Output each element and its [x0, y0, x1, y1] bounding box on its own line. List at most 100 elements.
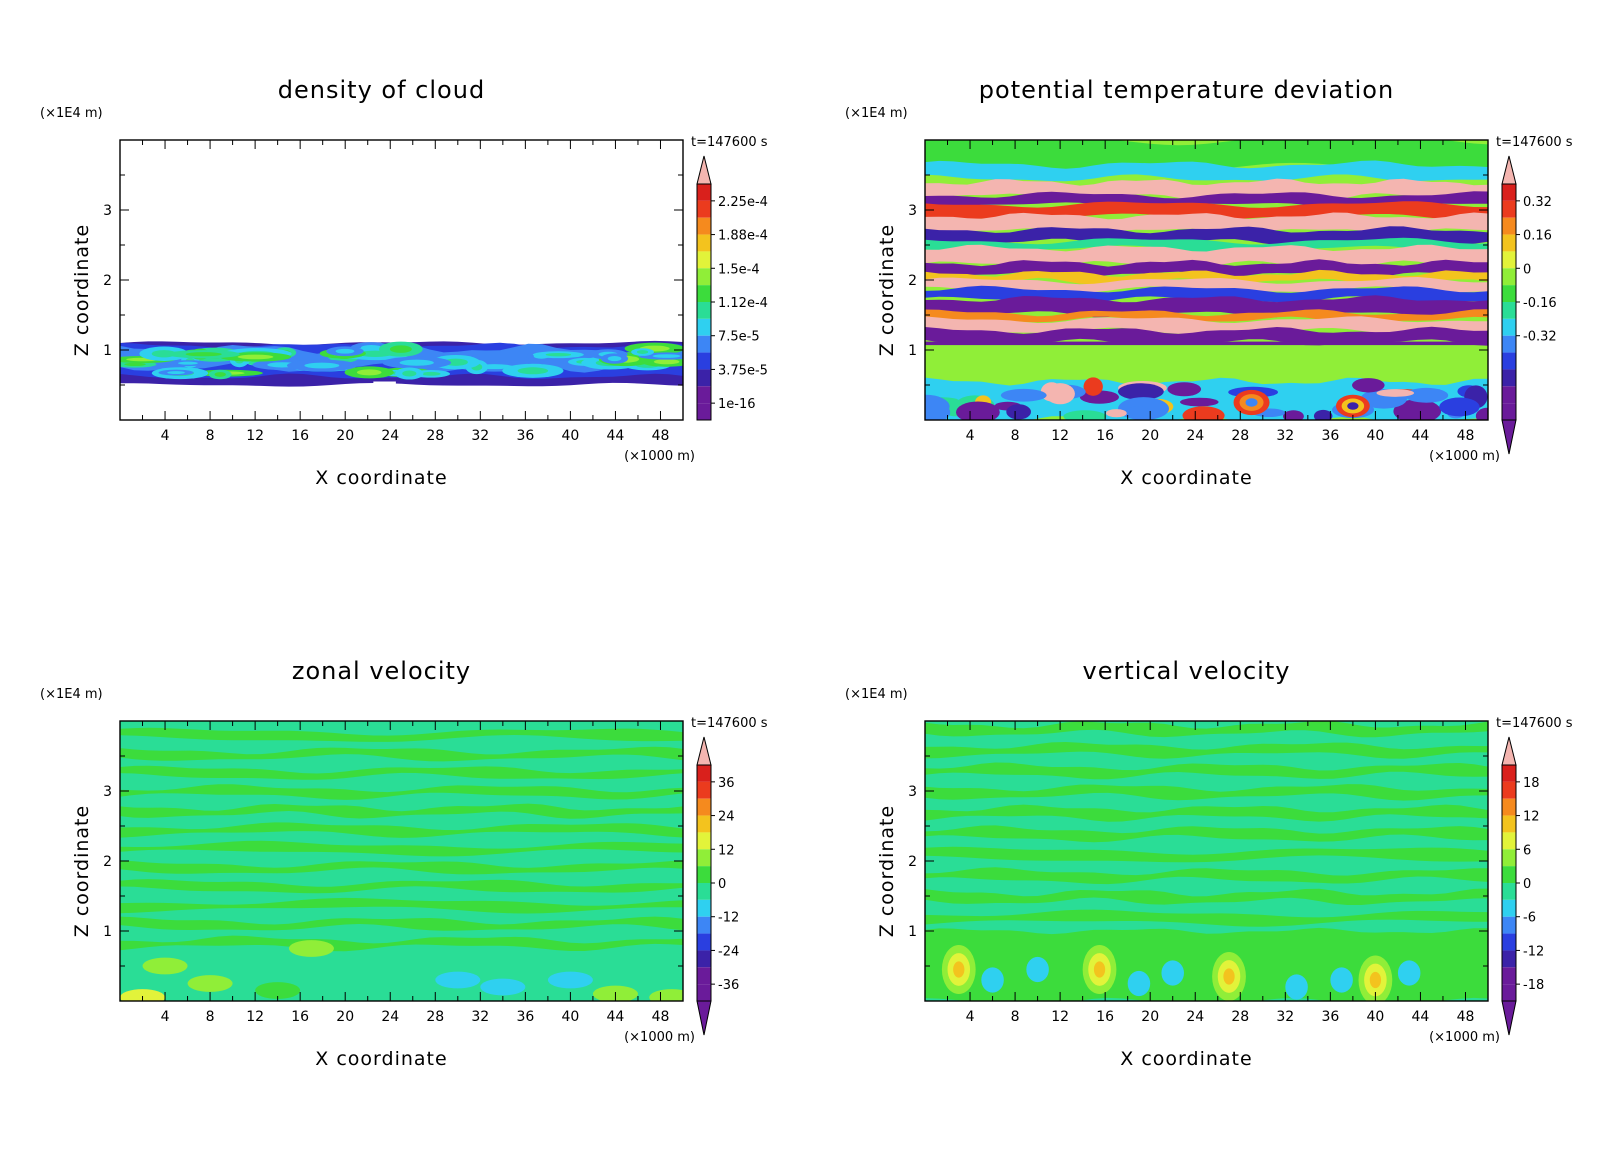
theta-eddy: [956, 401, 1000, 420]
colorbar-extend-min: [1501, 1000, 1517, 1036]
theta-eddy: [1063, 410, 1107, 420]
x-tick-label: 36: [516, 1009, 534, 1025]
colorbar-extend-max: [1501, 736, 1517, 766]
x-unit-label: (×1000 m): [1429, 449, 1500, 464]
zonal-cell: [187, 975, 233, 992]
downdraft-cell: [1397, 960, 1421, 986]
theta-eddy: [1313, 409, 1333, 420]
vertical-band: [925, 846, 1488, 863]
theta-eddy: [1393, 399, 1442, 420]
theta-layer: [925, 237, 1488, 253]
downdraft-cell: [1330, 967, 1353, 993]
chart-panel-3: zonal velocity(×1E4 m)t=147600 s4 8 12 16 20…: [40, 657, 768, 1070]
x-unit-label: (×1000 m): [624, 1030, 695, 1045]
colorbar-label: 1e-16: [718, 397, 756, 412]
colorbar: 36 24 12 0 -12 -24 -36: [696, 736, 739, 1036]
contour-field: [925, 140, 1488, 420]
x-tick-label: 28: [1231, 1009, 1249, 1025]
chart-title: vertical velocity: [1083, 657, 1291, 685]
x-tick-label: 8: [206, 428, 215, 444]
theta-inversion: [925, 341, 1488, 346]
colorbar-swatch: [1502, 335, 1516, 353]
colorbar-swatch: [697, 984, 711, 1001]
timestamp: t=147600 s: [1496, 716, 1573, 731]
x-tick-label: 32: [1276, 428, 1294, 444]
colorbar-swatch: [697, 335, 711, 353]
x-tick-label: 12: [246, 1009, 264, 1025]
y-tick-label: 1: [103, 343, 112, 359]
vertical-band: [925, 742, 1488, 759]
x-tick-label: 16: [1096, 1009, 1114, 1025]
colorbar-swatch: [1502, 234, 1516, 252]
colorbar-swatch: [1502, 285, 1516, 302]
colorbar-label: 12: [718, 843, 735, 858]
x-tick-label: 16: [291, 1009, 309, 1025]
colorbar-swatch: [1502, 184, 1516, 201]
colorbar-swatch: [697, 318, 711, 336]
y-tick-label: 1: [908, 343, 917, 359]
y-unit-label: (×1E4 m): [40, 106, 103, 121]
colorbar-swatch: [1502, 883, 1516, 900]
x-tick-label: 4: [161, 428, 170, 444]
x-axis-label: X coordinate: [315, 467, 447, 489]
theta-eddy: [1083, 377, 1103, 396]
colorbar-label: -36: [718, 978, 739, 993]
theta-eddy: [1376, 389, 1415, 397]
colorbar-swatch: [1502, 798, 1516, 816]
x-tick-label: 24: [1186, 428, 1204, 444]
theta-eddy: [1347, 402, 1359, 410]
colorbar-swatch: [697, 403, 711, 420]
colorbar-label: 0.32: [1523, 195, 1552, 210]
cloud-cell: [545, 352, 572, 357]
x-tick-label: 32: [471, 428, 489, 444]
colorbar-swatch: [1502, 967, 1516, 985]
x-tick-label: 4: [966, 428, 975, 444]
colorbar: 0.32 0.16 0 -0.16 -0.32: [1501, 155, 1557, 455]
timestamp: t=147600 s: [691, 716, 768, 731]
x-tick-label: 4: [161, 1009, 170, 1025]
x-tick-label: 8: [206, 1009, 215, 1025]
downdraft-cell: [981, 967, 1004, 993]
cloud-cell: [517, 367, 549, 375]
y-axis-label: Z coordinate: [71, 224, 93, 356]
colorbar-label: 12: [1523, 810, 1540, 825]
downdraft-cell: [1285, 974, 1308, 1000]
timestamp: t=147600 s: [1496, 135, 1573, 150]
cloud-cell: [402, 370, 417, 377]
y-tick-label: 2: [103, 854, 112, 870]
zonal-band: [120, 840, 683, 857]
colorbar-swatch: [697, 781, 711, 799]
theta-eddy: [1118, 383, 1164, 400]
x-tick-label: 20: [1141, 428, 1159, 444]
cloud-cell: [421, 371, 441, 376]
colorbar-swatch: [1502, 832, 1516, 850]
colorbar-swatch: [697, 916, 711, 934]
x-tick-label: 48: [1457, 428, 1475, 444]
theta-eddy: [1245, 398, 1258, 407]
colorbar-label: -18: [1523, 978, 1544, 993]
cloud-cell: [185, 352, 222, 357]
colorbar-swatch: [1502, 369, 1516, 387]
x-tick-label: 40: [561, 1009, 579, 1025]
colorbar-swatch: [1502, 217, 1516, 235]
colorbar-extend-max: [696, 155, 712, 185]
y-tick-label: 2: [908, 854, 917, 870]
x-tick-label: 40: [1366, 1009, 1384, 1025]
colorbar-label: 0: [1523, 262, 1531, 277]
y-tick-label: 3: [103, 784, 112, 800]
colorbar-swatch: [697, 798, 711, 816]
x-tick-label: 48: [652, 1009, 670, 1025]
x-axis-label: X coordinate: [1120, 467, 1252, 489]
colorbar-label: -0.16: [1523, 296, 1557, 311]
colorbar-swatch: [697, 352, 711, 370]
zonal-band: [120, 727, 683, 742]
colorbar-label: -12: [1523, 944, 1544, 959]
colorbar-swatch: [697, 251, 711, 269]
x-tick-label: 48: [652, 428, 670, 444]
x-tick-label: 20: [336, 428, 354, 444]
y-axis-label: Z coordinate: [71, 805, 93, 937]
colorbar-swatch: [697, 765, 711, 782]
colorbar-label: 2.25e-4: [718, 195, 768, 210]
colorbar: 18 12 6 0 -6 -12 -18: [1501, 736, 1544, 1036]
colorbar-swatch: [1502, 302, 1516, 319]
